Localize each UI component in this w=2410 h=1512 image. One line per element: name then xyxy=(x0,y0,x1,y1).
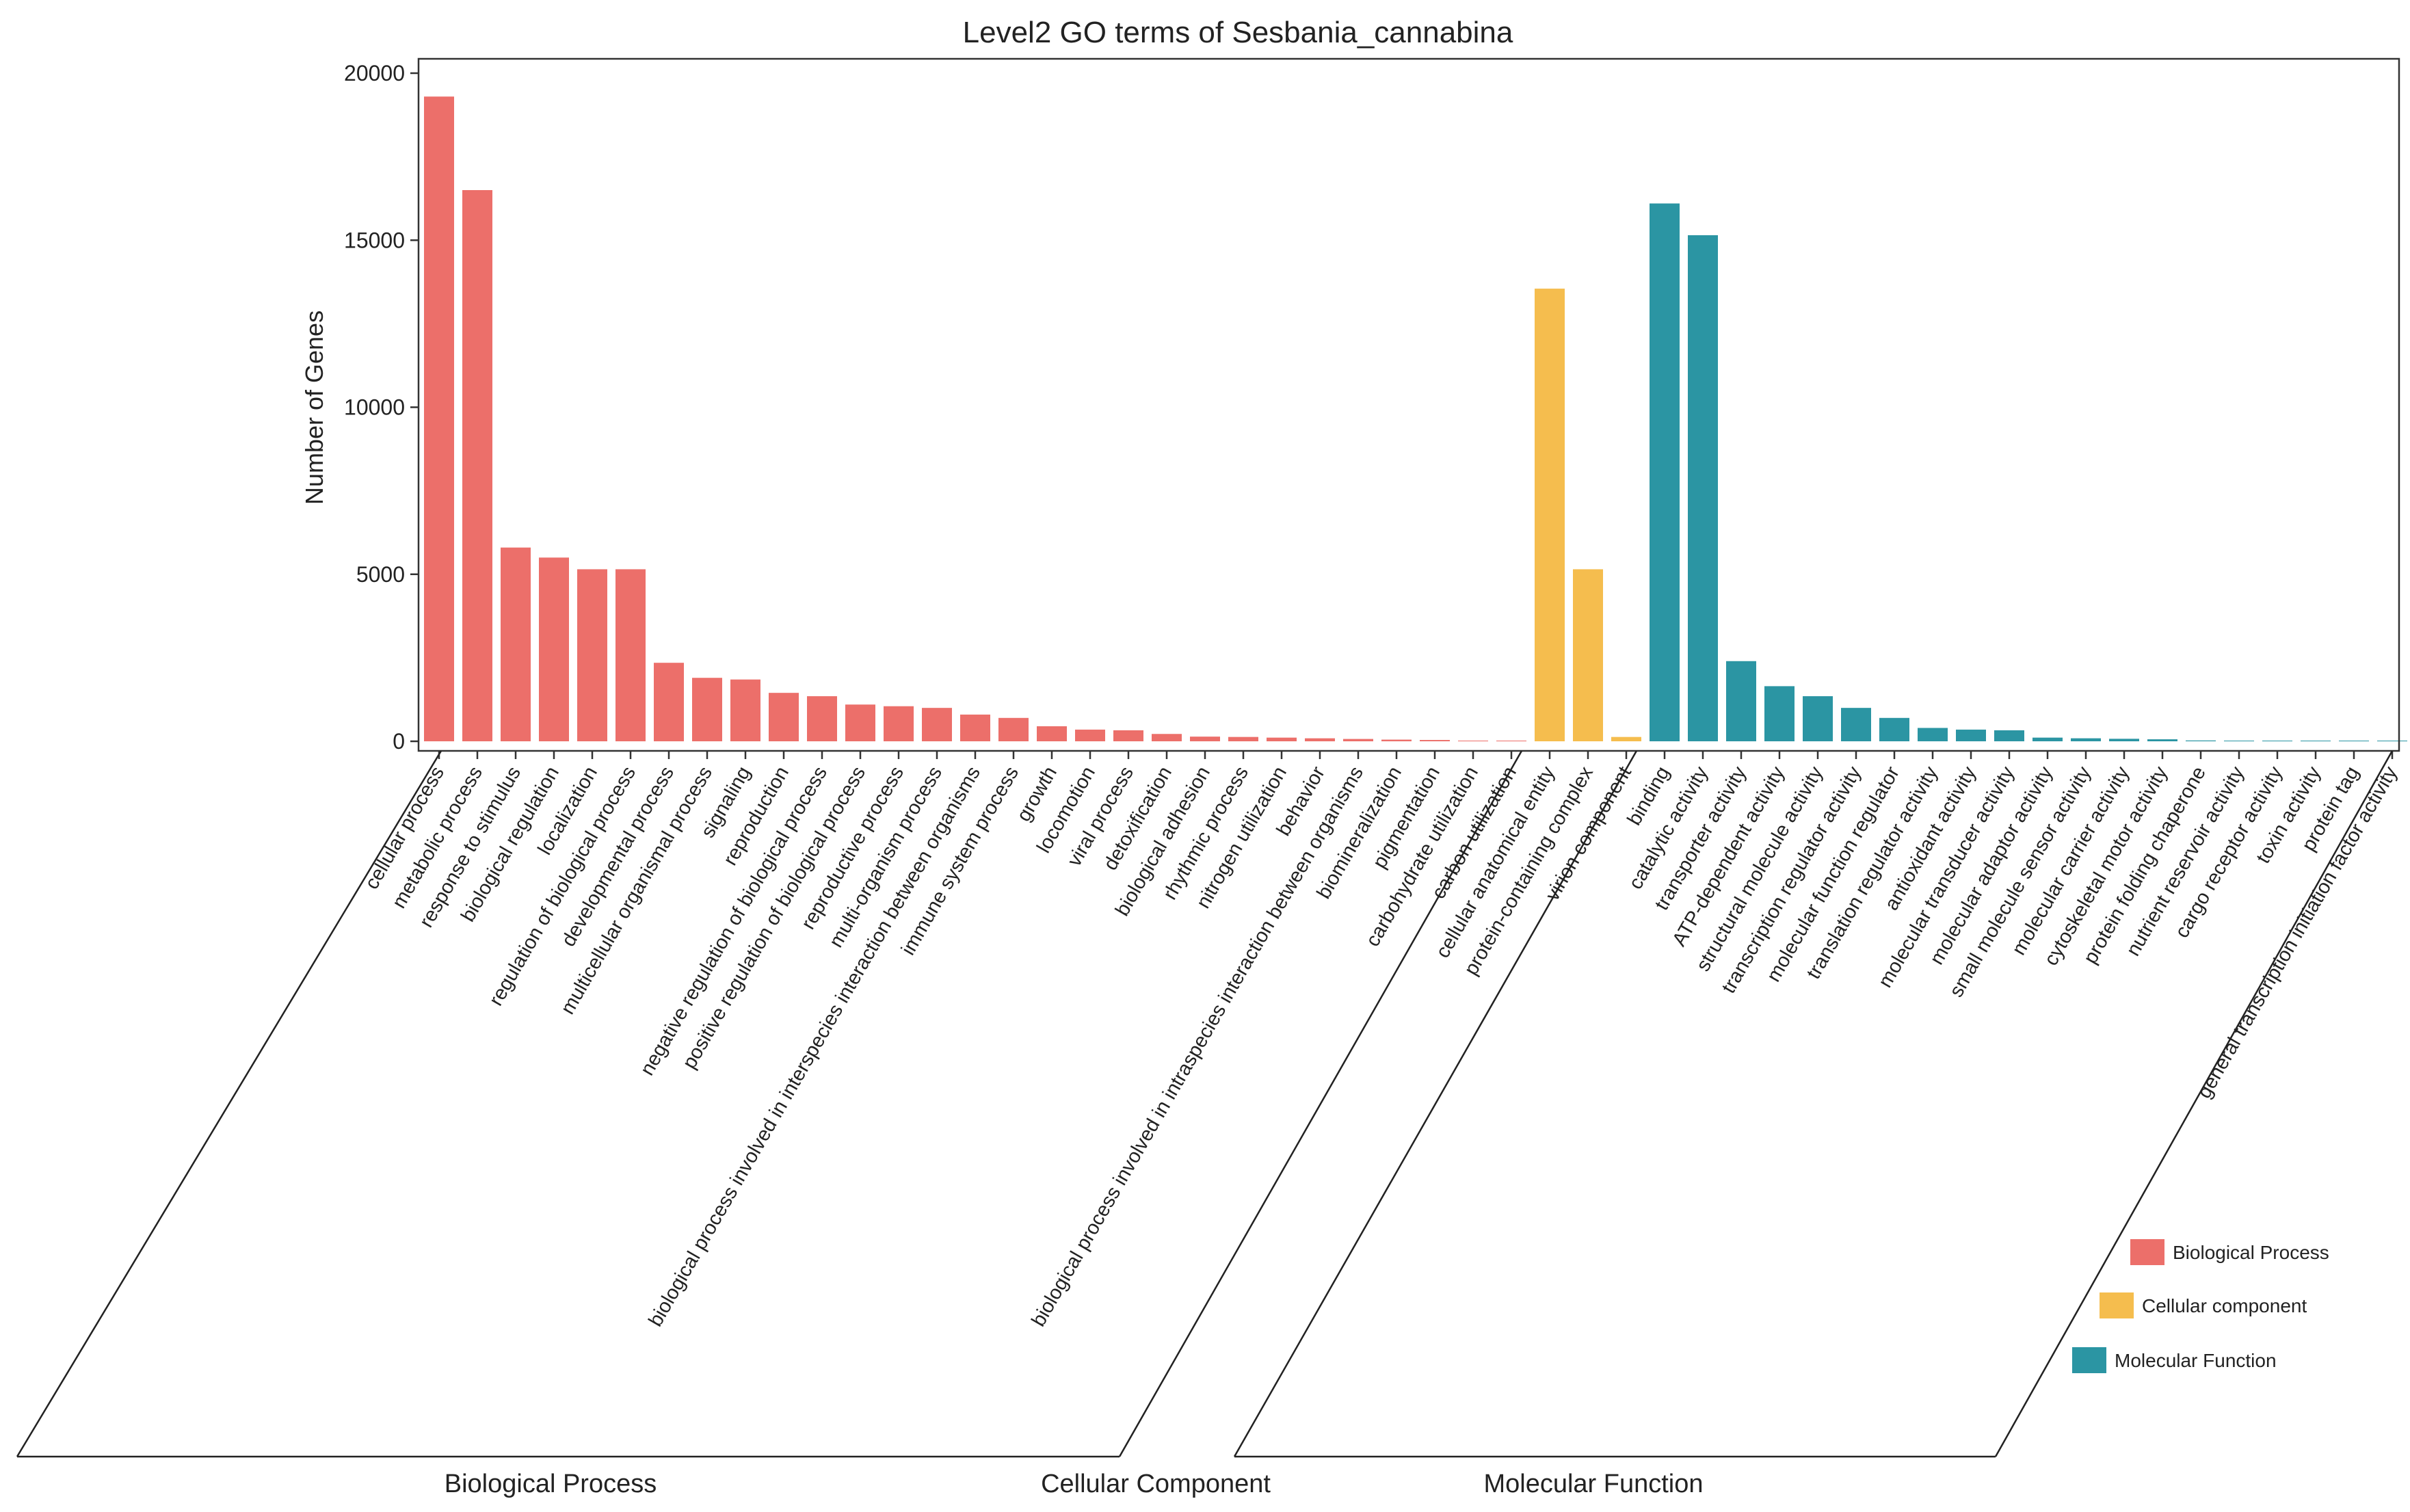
bar xyxy=(1420,740,1450,741)
bar xyxy=(1305,738,1335,741)
bar xyxy=(1956,729,1986,741)
bar xyxy=(1381,739,1412,741)
bars-layer xyxy=(424,96,2407,742)
bar xyxy=(1841,708,1871,741)
bar xyxy=(1113,730,1143,741)
bar xyxy=(1075,729,1105,741)
bar xyxy=(998,717,1029,741)
bar xyxy=(1228,737,1258,741)
bar xyxy=(2071,738,2101,741)
bar xyxy=(1343,739,1373,741)
bar xyxy=(501,547,531,741)
group-separator-line xyxy=(1233,750,1638,1457)
y-ticks-layer: 0 5000 10000 15000 20000 xyxy=(344,61,419,754)
bar xyxy=(577,569,607,741)
bar xyxy=(1764,686,1795,741)
bar xyxy=(1994,730,2024,741)
bar xyxy=(1535,289,1565,741)
legend-swatch xyxy=(2100,1292,2134,1318)
bar xyxy=(1688,235,1718,741)
y-axis-label: Number of Genes xyxy=(300,310,328,505)
bar xyxy=(615,569,646,741)
bar xyxy=(769,693,799,741)
bar xyxy=(807,696,837,741)
bar xyxy=(1918,728,1948,741)
bar xyxy=(692,678,722,741)
y-tick-label: 20000 xyxy=(344,61,405,85)
bar xyxy=(1803,696,1833,741)
plot-frame xyxy=(417,57,2400,752)
bar xyxy=(424,96,454,741)
bar xyxy=(1267,737,1297,741)
bar xyxy=(2032,737,2063,741)
bar xyxy=(884,706,914,741)
bar xyxy=(1611,737,1641,741)
legend-swatch xyxy=(2130,1239,2164,1265)
group-separator-line xyxy=(16,750,442,1457)
bar xyxy=(539,557,569,741)
bar xyxy=(1573,569,1603,741)
bar xyxy=(2109,739,2139,741)
group-separator-line xyxy=(1118,750,1523,1457)
bar xyxy=(654,663,684,741)
legend: Biological Process Cellular component Mole… xyxy=(2072,1239,2329,1373)
bar xyxy=(1726,661,1756,741)
bar xyxy=(922,708,952,741)
bar xyxy=(960,714,990,741)
bar xyxy=(1152,734,1182,741)
y-tick-label: 0 xyxy=(393,729,405,754)
group-labels-layer: Biological Process Cellular Component Mole… xyxy=(445,1470,1704,1498)
legend-label: Cellular component xyxy=(2142,1295,2307,1316)
bar xyxy=(845,704,875,741)
legend-label: Biological Process xyxy=(2173,1242,2329,1263)
bar xyxy=(1037,726,1067,741)
group-label: Biological Process xyxy=(445,1470,657,1498)
chart-title: Level2 GO terms of Sesbania_cannabina xyxy=(963,16,1513,49)
y-tick-label: 5000 xyxy=(356,562,405,587)
y-tick-label: 10000 xyxy=(344,395,405,420)
bar xyxy=(1190,737,1220,741)
bar xyxy=(2147,739,2177,741)
bar xyxy=(1650,203,1680,741)
group-label: Molecular Function xyxy=(1483,1470,1703,1498)
bar xyxy=(730,679,760,741)
group-separator-line xyxy=(1994,750,2394,1457)
legend-label: Molecular Function xyxy=(2115,1350,2277,1371)
axes-layer xyxy=(417,57,2400,752)
group-label: Cellular Component xyxy=(1041,1470,1271,1498)
bar xyxy=(1879,717,1909,741)
bar xyxy=(462,189,492,742)
legend-swatch xyxy=(2072,1347,2106,1373)
y-tick-label: 15000 xyxy=(344,228,405,252)
group-brackets-layer xyxy=(16,750,2394,1458)
